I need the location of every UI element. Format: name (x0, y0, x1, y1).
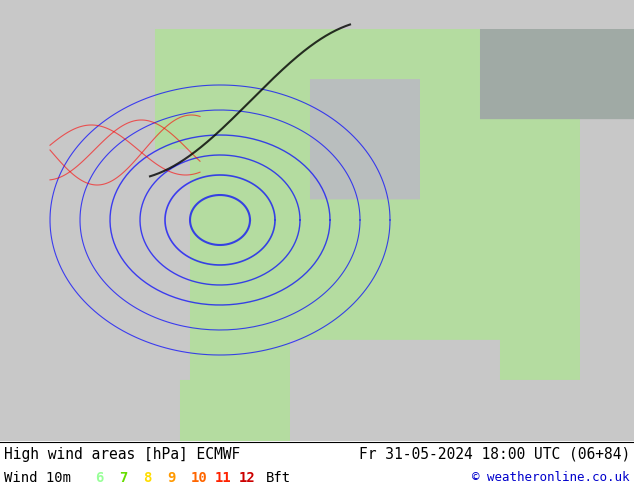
Text: © weatheronline.co.uk: © weatheronline.co.uk (472, 471, 630, 484)
Text: Bft: Bft (266, 471, 291, 485)
Text: High wind areas [hPa] ECMWF: High wind areas [hPa] ECMWF (4, 447, 240, 462)
Text: 8: 8 (143, 471, 152, 485)
Text: Wind 10m: Wind 10m (4, 471, 71, 485)
Text: 10: 10 (191, 471, 208, 485)
Text: 12: 12 (239, 471, 256, 485)
Text: 7: 7 (119, 471, 127, 485)
Text: 9: 9 (167, 471, 176, 485)
Text: 11: 11 (215, 471, 232, 485)
Text: Fr 31-05-2024 18:00 UTC (06+84): Fr 31-05-2024 18:00 UTC (06+84) (359, 447, 630, 462)
Text: 6: 6 (95, 471, 103, 485)
